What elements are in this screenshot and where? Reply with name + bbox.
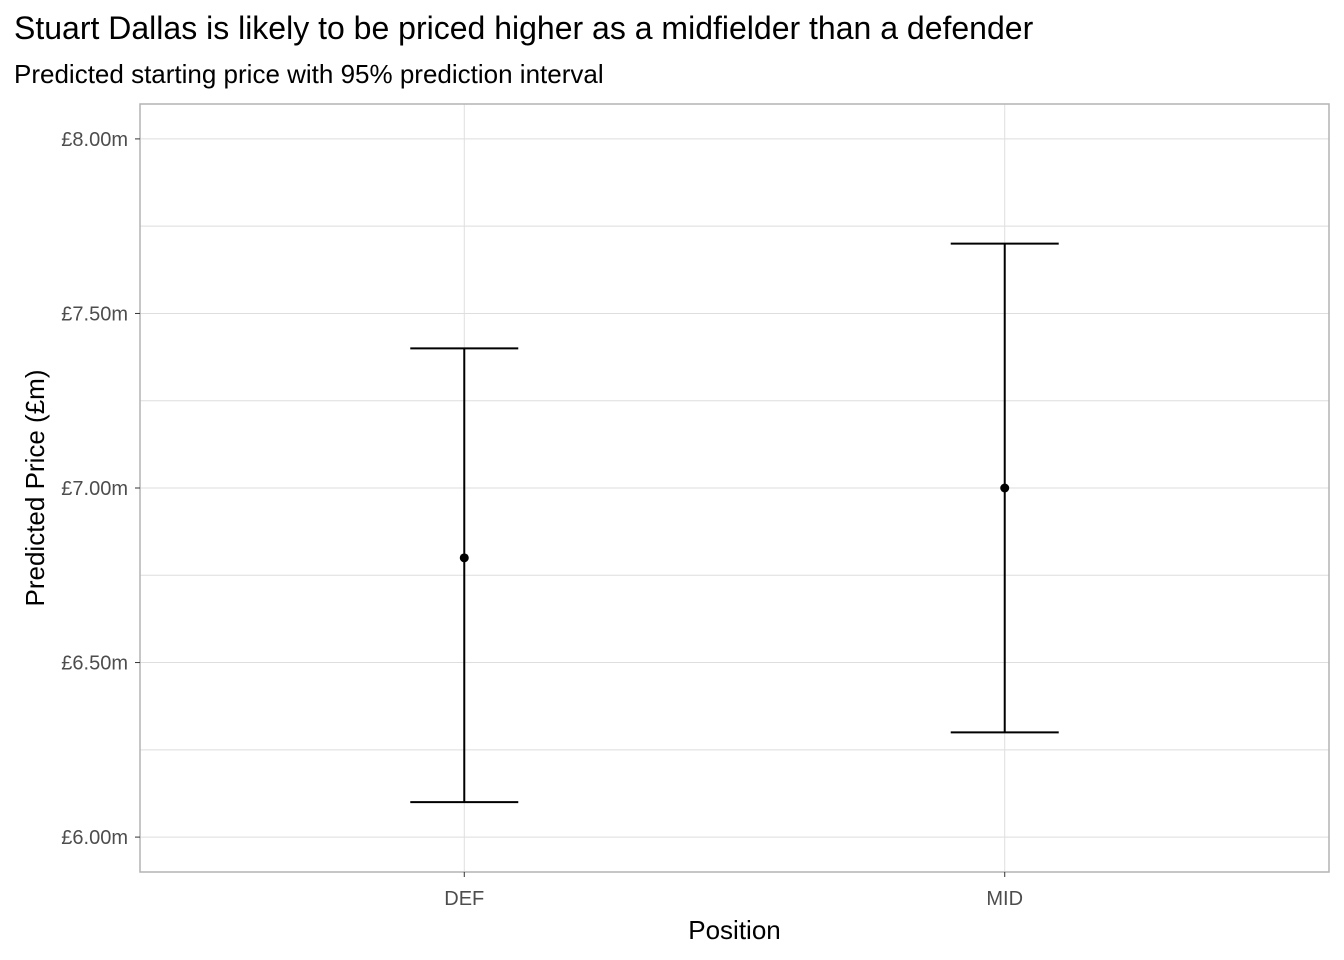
x-axis-ticks: DEF MID [444, 872, 1023, 910]
chart-subtitle: Predicted starting price with 95% predic… [14, 59, 604, 89]
x-tick-label: MID [986, 888, 1023, 910]
y-tick-label: £8.00m [61, 129, 128, 151]
y-tick-label: £7.50m [61, 303, 128, 325]
chart-title: Stuart Dallas is likely to be priced hig… [14, 10, 1034, 46]
x-tick-label: DEF [444, 888, 484, 910]
errorbar-def [410, 347, 519, 804]
grid-lines [140, 104, 1329, 872]
y-tick-label: £6.50m [61, 653, 128, 675]
estimate-point [459, 553, 469, 563]
x-axis-title: Position [688, 915, 781, 945]
y-axis-title: Predicted Price (£m) [20, 370, 50, 607]
estimate-point [1000, 483, 1010, 493]
y-tick-label: £7.00m [61, 478, 128, 500]
y-tick-label: £6.00m [61, 827, 128, 849]
error-bars [410, 242, 1059, 804]
y-axis-ticks: £6.00m £6.50m £7.00m £7.50m £8.00m [61, 129, 140, 849]
errorbar-mid [950, 242, 1059, 734]
